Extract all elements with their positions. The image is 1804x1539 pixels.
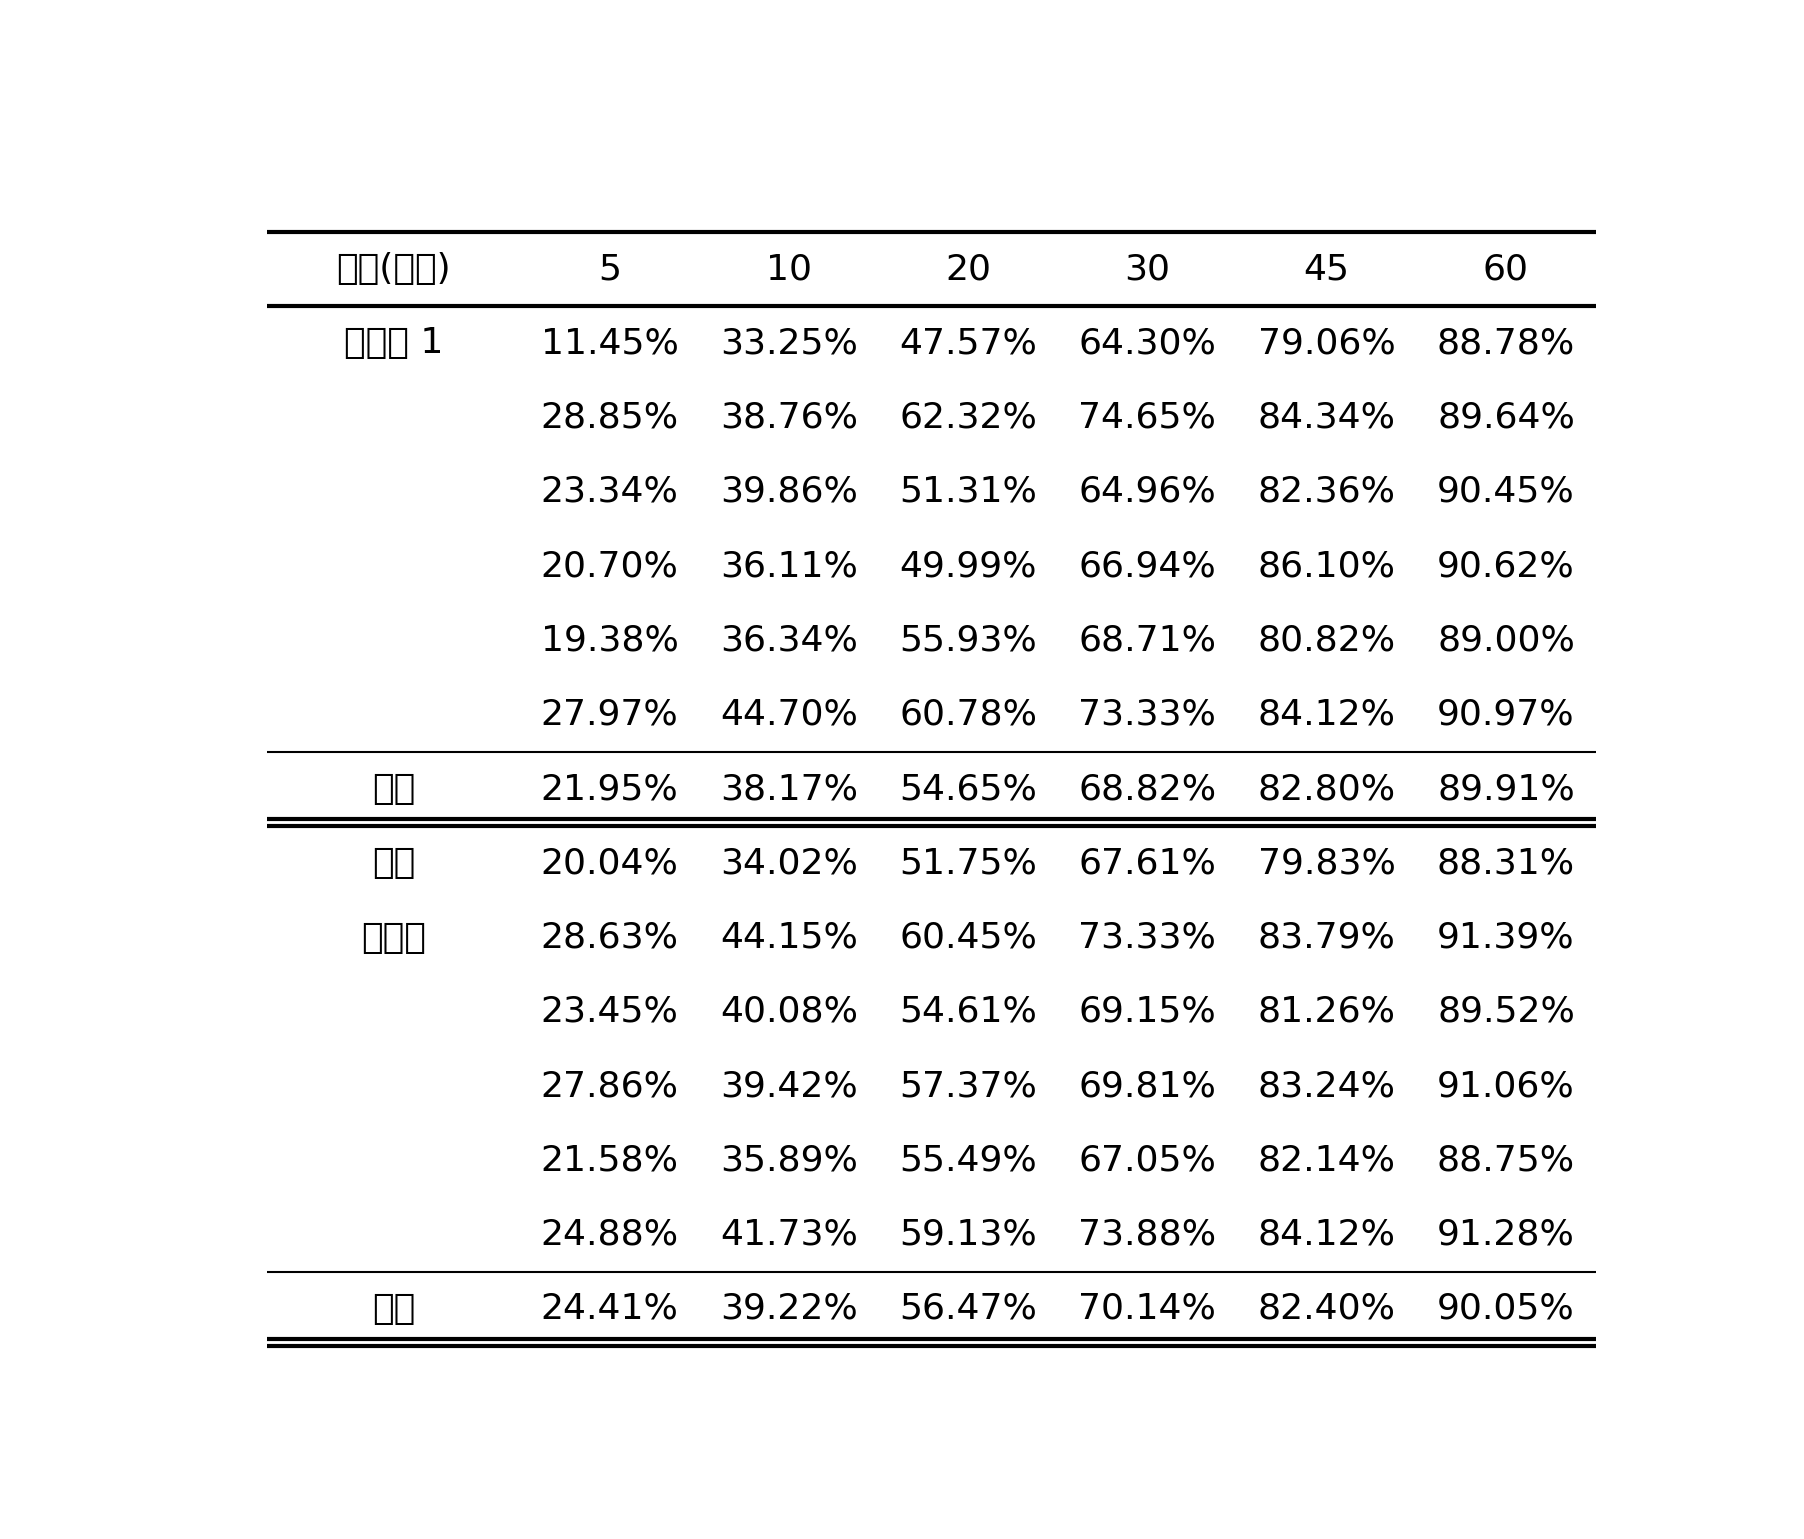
Text: 38.76%: 38.76% (720, 400, 857, 434)
Text: 实施例 1: 实施例 1 (345, 326, 444, 360)
Text: 91.06%: 91.06% (1438, 1070, 1575, 1103)
Text: 89.00%: 89.00% (1438, 623, 1575, 657)
Text: 79.06%: 79.06% (1257, 326, 1396, 360)
Text: 27.97%: 27.97% (541, 697, 678, 731)
Text: 60: 60 (1483, 252, 1530, 286)
Text: 66.94%: 66.94% (1079, 549, 1216, 583)
Text: 68.82%: 68.82% (1079, 773, 1216, 806)
Text: 57.37%: 57.37% (898, 1070, 1037, 1103)
Text: 86.10%: 86.10% (1257, 549, 1396, 583)
Text: 49.99%: 49.99% (900, 549, 1037, 583)
Text: 82.36%: 82.36% (1257, 476, 1396, 509)
Text: 88.78%: 88.78% (1436, 326, 1575, 360)
Text: 5: 5 (597, 252, 621, 286)
Text: 55.49%: 55.49% (898, 1143, 1037, 1177)
Text: 36.34%: 36.34% (720, 623, 857, 657)
Text: 20.70%: 20.70% (541, 549, 678, 583)
Text: 10: 10 (765, 252, 812, 286)
Text: 时间(分钟): 时间(分钟) (336, 252, 451, 286)
Text: 美卡素: 美卡素 (361, 920, 426, 954)
Text: 41.73%: 41.73% (720, 1217, 857, 1251)
Text: 64.96%: 64.96% (1079, 476, 1216, 509)
Text: 67.05%: 67.05% (1079, 1143, 1216, 1177)
Text: 23.34%: 23.34% (541, 476, 678, 509)
Text: 70.14%: 70.14% (1079, 1291, 1216, 1327)
Text: 88.75%: 88.75% (1438, 1143, 1575, 1177)
Text: 59.13%: 59.13% (898, 1217, 1037, 1251)
Text: 54.61%: 54.61% (898, 994, 1037, 1030)
Text: 60.78%: 60.78% (898, 697, 1037, 731)
Text: 62.32%: 62.32% (898, 400, 1037, 434)
Text: 24.41%: 24.41% (541, 1291, 678, 1327)
Text: 81.26%: 81.26% (1257, 994, 1396, 1030)
Text: 90.97%: 90.97% (1438, 697, 1575, 731)
Text: 进口: 进口 (372, 846, 415, 880)
Text: 69.81%: 69.81% (1079, 1070, 1216, 1103)
Text: 27.86%: 27.86% (541, 1070, 678, 1103)
Text: 73.33%: 73.33% (1079, 697, 1216, 731)
Text: 45: 45 (1304, 252, 1349, 286)
Text: 21.58%: 21.58% (541, 1143, 678, 1177)
Text: 23.45%: 23.45% (541, 994, 678, 1030)
Text: 74.65%: 74.65% (1079, 400, 1216, 434)
Text: 83.79%: 83.79% (1257, 920, 1396, 954)
Text: 38.17%: 38.17% (720, 773, 857, 806)
Text: 28.85%: 28.85% (541, 400, 678, 434)
Text: 30: 30 (1124, 252, 1171, 286)
Text: 89.52%: 89.52% (1438, 994, 1575, 1030)
Text: 82.40%: 82.40% (1257, 1291, 1396, 1327)
Text: 20.04%: 20.04% (541, 846, 678, 880)
Text: 64.30%: 64.30% (1079, 326, 1216, 360)
Text: 91.28%: 91.28% (1438, 1217, 1575, 1251)
Text: 60.45%: 60.45% (898, 920, 1037, 954)
Text: 40.08%: 40.08% (720, 994, 857, 1030)
Text: 56.47%: 56.47% (898, 1291, 1037, 1327)
Text: 91.39%: 91.39% (1438, 920, 1575, 954)
Text: 69.15%: 69.15% (1079, 994, 1216, 1030)
Text: 39.86%: 39.86% (720, 476, 857, 509)
Text: 47.57%: 47.57% (898, 326, 1037, 360)
Text: 51.31%: 51.31% (898, 476, 1037, 509)
Text: 51.75%: 51.75% (898, 846, 1037, 880)
Text: 28.63%: 28.63% (541, 920, 678, 954)
Text: 36.11%: 36.11% (720, 549, 857, 583)
Text: 82.80%: 82.80% (1257, 773, 1396, 806)
Text: 82.14%: 82.14% (1257, 1143, 1396, 1177)
Text: 84.34%: 84.34% (1257, 400, 1396, 434)
Text: 79.83%: 79.83% (1257, 846, 1396, 880)
Text: 34.02%: 34.02% (720, 846, 857, 880)
Text: 54.65%: 54.65% (898, 773, 1037, 806)
Text: 21.95%: 21.95% (541, 773, 678, 806)
Text: 19.38%: 19.38% (541, 623, 678, 657)
Text: 44.15%: 44.15% (720, 920, 857, 954)
Text: 80.82%: 80.82% (1257, 623, 1396, 657)
Text: 90.05%: 90.05% (1438, 1291, 1575, 1327)
Text: 均値: 均値 (372, 1291, 415, 1327)
Text: 73.88%: 73.88% (1079, 1217, 1216, 1251)
Text: 均値: 均値 (372, 773, 415, 806)
Text: 20: 20 (945, 252, 990, 286)
Text: 33.25%: 33.25% (720, 326, 857, 360)
Text: 88.31%: 88.31% (1438, 846, 1575, 880)
Text: 67.61%: 67.61% (1079, 846, 1216, 880)
Text: 55.93%: 55.93% (898, 623, 1037, 657)
Text: 68.71%: 68.71% (1079, 623, 1216, 657)
Text: 84.12%: 84.12% (1257, 1217, 1396, 1251)
Text: 90.62%: 90.62% (1438, 549, 1575, 583)
Text: 89.91%: 89.91% (1438, 773, 1575, 806)
Text: 39.42%: 39.42% (720, 1070, 857, 1103)
Text: 83.24%: 83.24% (1257, 1070, 1396, 1103)
Text: 89.64%: 89.64% (1438, 400, 1575, 434)
Text: 44.70%: 44.70% (720, 697, 857, 731)
Text: 11.45%: 11.45% (541, 326, 678, 360)
Text: 73.33%: 73.33% (1079, 920, 1216, 954)
Text: 24.88%: 24.88% (541, 1217, 678, 1251)
Text: 39.22%: 39.22% (720, 1291, 857, 1327)
Text: 90.45%: 90.45% (1438, 476, 1575, 509)
Text: 84.12%: 84.12% (1257, 697, 1396, 731)
Text: 35.89%: 35.89% (720, 1143, 857, 1177)
